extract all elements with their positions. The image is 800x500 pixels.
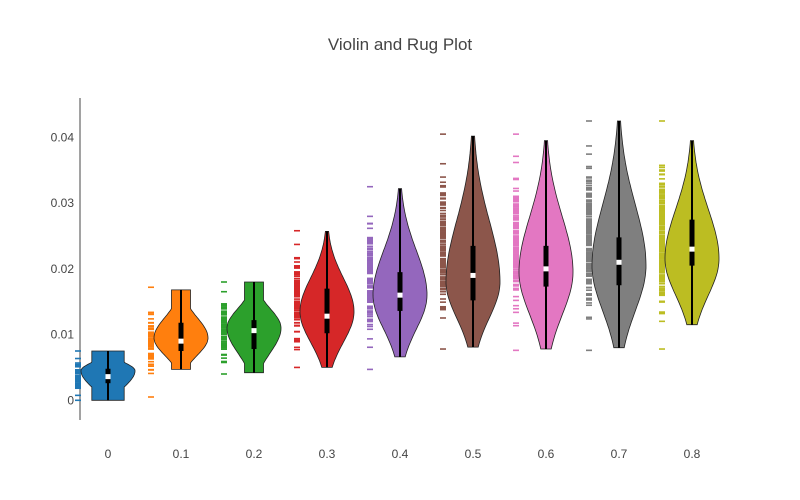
rug-marks [586,120,592,352]
x-tick-label: 0.5 [465,447,482,461]
rug-marks [75,350,81,402]
violin-median [616,259,622,265]
y-tick-label: 0.03 [51,196,75,210]
violin-group-0-8: 0.8 [659,120,720,461]
chart-title: Violin and Rug Plot [328,35,473,54]
rug-marks [148,286,154,398]
y-tick-label: 0.01 [51,328,75,342]
x-tick-label: 0.1 [173,447,190,461]
violin-group-0: 0 [75,350,136,461]
violin-median [689,246,695,252]
violin-median [324,313,330,319]
x-tick-label: 0.4 [392,447,409,461]
rug-marks [367,185,373,371]
violin-group-0-1: 0.1 [148,286,209,461]
violin-median [251,328,257,334]
rug-marks [440,133,446,350]
violin-group-0-3: 0.3 [294,229,355,461]
x-tick-label: 0.8 [684,447,701,461]
violin-median [178,338,184,344]
y-tick-label: 0.02 [51,262,75,276]
violin-median [543,266,549,272]
violin-median [397,292,403,298]
plot-area: 0 0.01 0.02 0.03 0.04 0 0.1 0.2 0.3 0.4 0.5 0.6 0.7 0… [51,98,720,461]
violin-group-0-2: 0.2 [221,281,282,461]
x-tick-label: 0.6 [538,447,555,461]
y-tick-label: 0.04 [51,130,75,144]
rug-marks [659,120,665,350]
violin-group-0-6: 0.6 [513,133,574,461]
violin-group-0-5: 0.5 [440,133,501,461]
rug-marks [294,229,300,369]
x-tick-label: 0.3 [319,447,336,461]
x-tick-label: 0.2 [246,447,263,461]
x-tick-label: 0.7 [611,447,628,461]
violin-group-0-4: 0.4 [367,185,428,461]
rug-marks [513,133,519,352]
violin-median [105,374,111,380]
violin-group-0-7: 0.7 [586,120,647,461]
x-tick-label: 0 [105,447,112,461]
rug-marks [221,281,227,375]
violin-median [470,272,476,278]
y-tick-label: 0 [67,393,74,407]
